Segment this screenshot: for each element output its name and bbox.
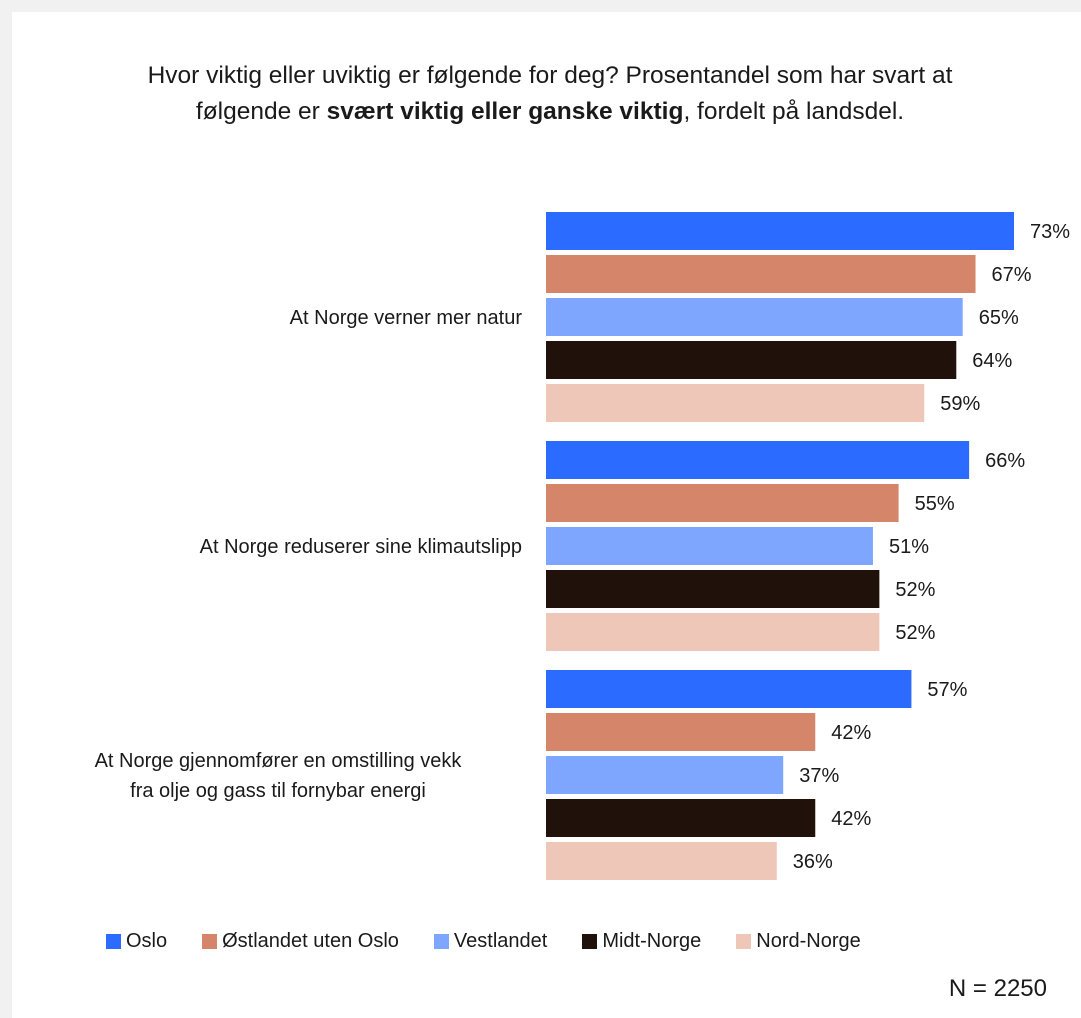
bar-value-label: 57% [927,679,967,701]
bar-value-label: 36% [793,851,833,873]
bar-value-label: 51% [889,536,929,558]
bar-value-label: 65% [979,307,1019,329]
chart-title: Hvor viktig eller uviktig er følgende fo… [120,58,980,130]
bar-midt-norge [546,570,880,608]
legend-item-midt-norge: Midt-Norge [582,930,701,953]
legend-swatch-oslo [106,933,121,949]
bar-value-label: 42% [831,808,871,830]
legend-item-nord-norge: Nord-Norge [736,929,861,953]
bar-oslo [546,670,912,708]
bar--stlandet-uten-oslo [546,713,816,751]
legend-label-vestlandet: Vestlandet [453,929,548,952]
bar-value-label: 55% [915,493,955,515]
bar-value-label: 64% [972,350,1012,372]
bar-oslo [546,212,1014,250]
category-label: At Norge reduserer sine klimautslipp [200,536,522,558]
bar-nord-norge [546,384,925,422]
bar-midt-norge [546,799,816,837]
legend-swatch-ostlandet [202,933,218,949]
bar-nord-norge [546,842,777,880]
bar-value-label: 66% [985,450,1025,472]
category-label: At Norge verner mer natur [290,307,523,329]
bar-value-label: 42% [831,722,871,744]
bar-value-label: 59% [940,393,980,415]
title-text-bold: svært viktig eller ganske viktig [326,98,684,125]
legend-swatch-midt-norge [582,933,598,949]
legend-item-vestlandet: Vestlandet [433,929,548,953]
sample-size-note: N = 2250 [948,975,1047,1002]
bar-value-label: 37% [799,765,839,787]
bar-value-label: 67% [992,264,1032,286]
bar-vestlandet [546,298,963,336]
bar-value-label: 52% [895,622,935,644]
legend-item-ostlandet: Østlandet uten Oslo [202,930,399,953]
bar-vestlandet [546,527,873,565]
category-label: At Norge gjennomfører en omstilling vekk… [95,750,463,802]
title-text-start: Hvor viktig eller uviktig er følgende fo… [147,62,953,125]
legend-label-ostlandet: Østlandet uten Oslo [222,929,399,952]
bar-oslo [546,441,970,479]
legend-label-oslo: Oslo [126,929,168,952]
bar--stlandet-uten-oslo [546,255,976,293]
legend-item-oslo: Oslo [106,930,167,953]
legend-label-nord-norge: Nord-Norge [756,929,861,952]
bar-midt-norge [546,341,957,379]
bar-nord-norge [546,613,880,651]
bar-vestlandet [546,756,784,794]
bar--stlandet-uten-oslo [546,484,899,522]
legend-swatch-nord-norge [736,933,752,949]
chart-legend: Oslo Østlandet uten Oslo Vestlandet Midt… [106,927,861,955]
legend-swatch-vestlandet [433,933,449,949]
legend-label-midt-norge: Midt-Norge [602,929,702,952]
bar-value-label: 52% [895,579,935,601]
title-text-end: , fordelt på landsdel. [683,98,905,125]
bar-value-label: 73% [1030,221,1070,243]
